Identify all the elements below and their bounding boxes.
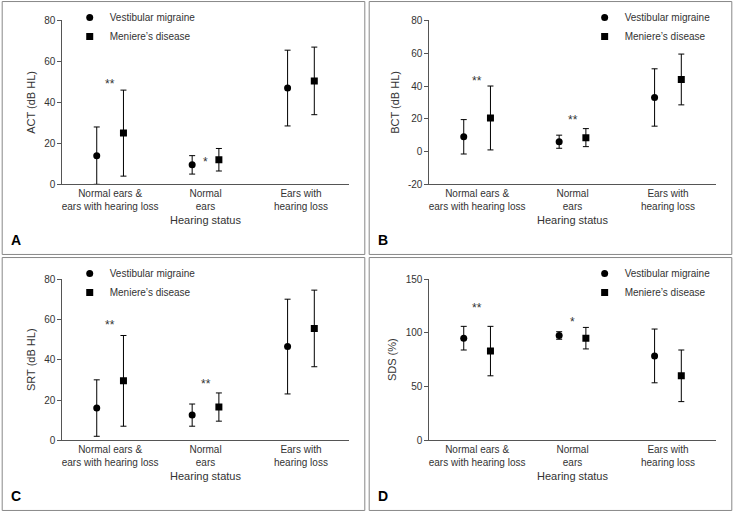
svg-text:BCT (dB HL): BCT (dB HL)	[389, 71, 401, 134]
svg-text:**: **	[472, 301, 482, 315]
svg-text:60: 60	[44, 314, 56, 325]
svg-text:Vestibular migraine: Vestibular migraine	[110, 268, 195, 279]
svg-text:A: A	[11, 232, 21, 248]
svg-text:40: 40	[411, 81, 423, 92]
svg-text:60: 60	[44, 56, 56, 67]
svg-text:Normalears: Normalears	[556, 188, 588, 212]
svg-text:60: 60	[411, 48, 423, 59]
svg-text:**: **	[568, 113, 578, 127]
svg-text:Ears withhearing loss: Ears withhearing loss	[641, 444, 695, 468]
svg-text:20: 20	[411, 113, 423, 124]
svg-text:80: 80	[44, 274, 56, 285]
svg-text:Hearing status: Hearing status	[170, 470, 241, 482]
svg-text:SDS (%): SDS (%)	[386, 338, 398, 381]
svg-text:80: 80	[44, 15, 56, 26]
svg-text:**: **	[201, 377, 211, 391]
svg-text:Hearing status: Hearing status	[537, 214, 608, 226]
svg-text:SRT (dB HL): SRT (dB HL)	[25, 328, 37, 391]
svg-text:Normalears: Normalears	[189, 188, 221, 212]
svg-text:Meniere’s disease: Meniere’s disease	[110, 31, 191, 42]
svg-text:100: 100	[406, 327, 423, 338]
svg-text:80: 80	[411, 15, 423, 26]
svg-text:40: 40	[44, 97, 56, 108]
svg-text:0: 0	[417, 435, 423, 446]
svg-text:Hearing status: Hearing status	[537, 470, 608, 482]
svg-text:**: **	[105, 77, 115, 91]
svg-text:0: 0	[50, 435, 56, 446]
svg-text:Ears withhearing loss: Ears withhearing loss	[274, 188, 328, 212]
svg-text:Hearing status: Hearing status	[170, 214, 241, 226]
svg-text:D: D	[378, 488, 388, 504]
svg-text:**: **	[472, 74, 482, 88]
svg-text:*: *	[570, 315, 575, 329]
svg-text:Ears withhearing loss: Ears withhearing loss	[641, 188, 695, 212]
svg-text:Meniere’s disease: Meniere’s disease	[625, 31, 706, 42]
svg-text:*: *	[203, 155, 208, 169]
svg-text:Normal ears &ears with hearing: Normal ears &ears with hearing loss	[429, 444, 526, 468]
svg-text:20: 20	[44, 395, 56, 406]
svg-text:Normalears: Normalears	[556, 444, 588, 468]
svg-text:20: 20	[44, 138, 56, 149]
svg-text:C: C	[11, 488, 21, 504]
svg-text:50: 50	[411, 381, 423, 392]
svg-text:0: 0	[50, 179, 56, 190]
svg-text:0: 0	[417, 146, 423, 157]
svg-text:Meniere’s disease: Meniere’s disease	[625, 287, 706, 298]
svg-text:Normal ears &ears with hearing: Normal ears &ears with hearing loss	[62, 188, 159, 212]
svg-text:Vestibular migraine: Vestibular migraine	[625, 12, 710, 23]
svg-text:Normal ears &ears with hearing: Normal ears &ears with hearing loss	[429, 188, 526, 212]
svg-text:40: 40	[44, 354, 56, 365]
svg-text:Ears withhearing loss: Ears withhearing loss	[274, 444, 328, 468]
svg-text:B: B	[378, 232, 388, 248]
svg-text:Normalears: Normalears	[189, 444, 221, 468]
svg-text:Meniere’s disease: Meniere’s disease	[110, 287, 191, 298]
svg-text:**: **	[105, 318, 115, 332]
svg-text:ACT (dB HL): ACT (dB HL)	[25, 71, 37, 134]
svg-text:Vestibular migraine: Vestibular migraine	[625, 268, 710, 279]
svg-text:Vestibular migraine: Vestibular migraine	[110, 12, 195, 23]
svg-text:-20: -20	[408, 179, 423, 190]
svg-text:150: 150	[406, 274, 423, 285]
svg-text:Normal ears &ears with hearing: Normal ears &ears with hearing loss	[62, 444, 159, 468]
